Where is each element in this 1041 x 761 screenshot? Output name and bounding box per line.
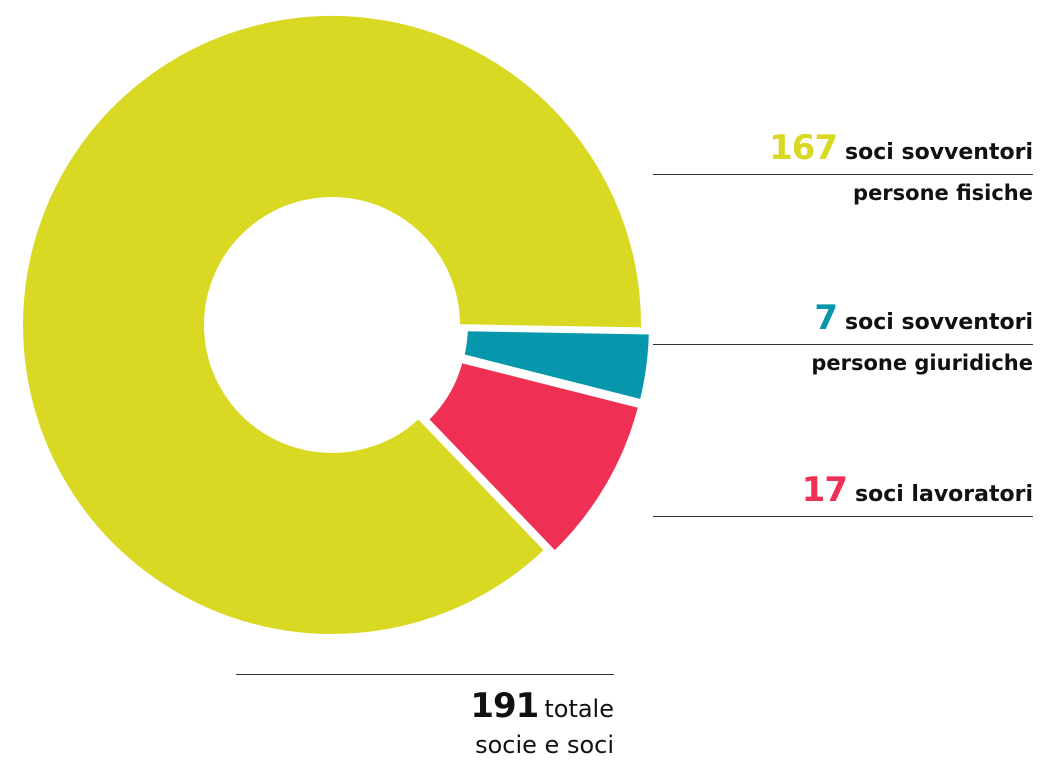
legend-value: 167 xyxy=(769,128,838,168)
legend-value: 7 xyxy=(814,298,838,338)
legend-label: soci lavoratori xyxy=(854,482,1033,507)
legend-label: soci sovventori xyxy=(845,140,1033,165)
legend-divider xyxy=(653,344,1033,345)
total-block: 191 totale socie e soci xyxy=(236,674,614,761)
legend-item-persone-fisiche: 167 soci sovventori persone fisiche xyxy=(653,130,1033,205)
donut-chart xyxy=(17,10,655,640)
legend-label: soci sovventori xyxy=(845,310,1033,335)
total-sublabel: socie e soci xyxy=(475,731,614,759)
legend-divider xyxy=(653,174,1033,175)
legend-value: 17 xyxy=(801,470,848,510)
legend-sublabel: persone fisiche xyxy=(853,181,1033,205)
total-label: totale xyxy=(544,695,614,723)
total-value: 191 xyxy=(470,686,539,726)
donut-slice-0 xyxy=(17,10,647,640)
total-divider xyxy=(236,674,614,675)
donut-slice-1 xyxy=(457,325,655,407)
legend-sublabel: persone giuridiche xyxy=(811,351,1033,375)
donut-slice-2 xyxy=(421,356,646,559)
legend-divider xyxy=(653,516,1033,517)
legend-item-lavoratori: 17 soci lavoratori xyxy=(653,472,1033,523)
legend-item-persone-giuridiche: 7 soci sovventori persone giuridiche xyxy=(653,300,1033,375)
